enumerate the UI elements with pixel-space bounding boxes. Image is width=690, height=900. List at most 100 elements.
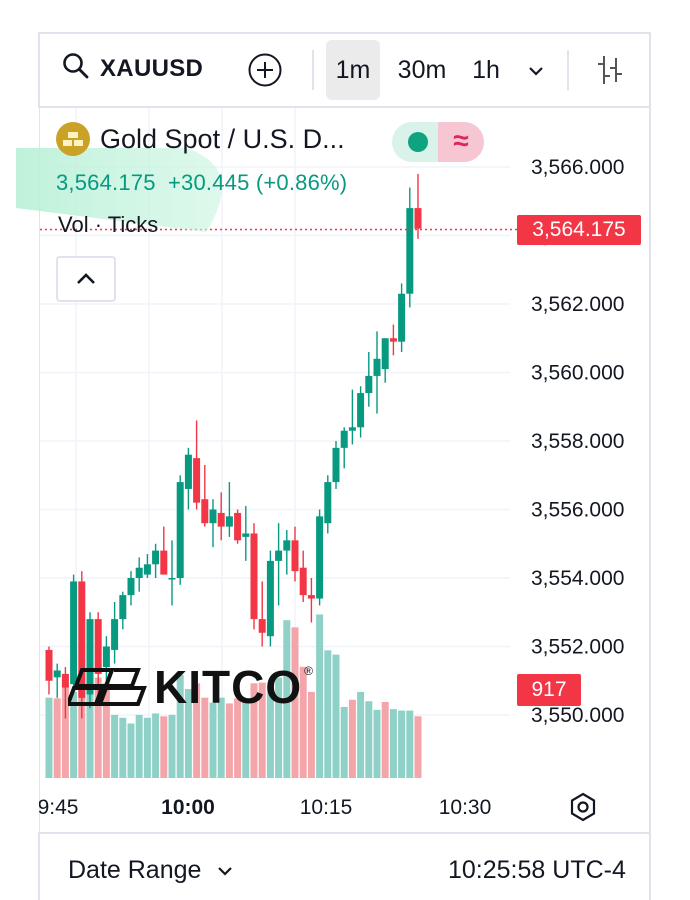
price-axis-label: 3,562.000	[531, 293, 624, 316]
volume-bar	[324, 650, 332, 778]
candle-body	[381, 338, 389, 370]
candle-body	[86, 619, 94, 695]
price-axis-label: 3,556.000	[531, 499, 624, 522]
time-axis-label: 9:45	[38, 796, 79, 819]
timeframe-30m[interactable]: 30m	[397, 56, 447, 84]
volume-bar	[365, 701, 373, 778]
symbol-label: XAUUSD	[100, 54, 204, 82]
candle-body	[45, 649, 53, 681]
volume-bar	[143, 717, 151, 778]
candle-body	[209, 509, 217, 524]
time-axis-label: 10:15	[300, 796, 353, 819]
candle-body	[291, 540, 299, 572]
volume-bar	[135, 714, 143, 778]
volume-bar	[316, 614, 324, 778]
price-axis-label: 3,566.000	[531, 156, 624, 179]
add-symbol-button[interactable]	[248, 53, 282, 87]
volume-bar	[184, 689, 192, 778]
volume-bar	[152, 713, 160, 778]
chart-style-icon	[598, 56, 622, 84]
footer-divider	[40, 832, 649, 834]
volume-bar	[168, 714, 176, 778]
toolbar-divider	[40, 106, 649, 108]
volume-bar	[258, 682, 266, 778]
candle-body	[299, 567, 307, 596]
volume-bar	[234, 698, 242, 778]
candle-body	[250, 533, 258, 620]
chevron-down-icon	[529, 67, 543, 76]
chart-settings-button[interactable]	[568, 792, 598, 827]
volume-bar	[61, 687, 69, 778]
volume-bar	[389, 709, 397, 778]
date-range-selector[interactable]: Date Range	[68, 856, 233, 885]
kitco-wordmark: KITCO	[154, 661, 303, 713]
market-status-toggle[interactable]: ≈	[392, 122, 484, 162]
last-price-label: 3,564.175	[517, 215, 641, 245]
volume-bar	[102, 683, 110, 778]
volume-bar	[193, 683, 201, 778]
candle-body	[357, 393, 365, 428]
kitco-watermark: KITCO ®	[68, 660, 313, 714]
volume-bar	[127, 723, 135, 778]
candle-body	[119, 595, 127, 620]
volume-bar	[176, 674, 184, 778]
volume-bar	[160, 716, 168, 778]
volume-bar	[414, 716, 422, 778]
candle-body	[332, 447, 340, 483]
settings-icon	[570, 792, 596, 822]
instrument-title[interactable]: Gold Spot / U.S. D...	[100, 123, 345, 154]
collapse-up-icon	[77, 273, 95, 284]
candle-body	[234, 512, 242, 541]
candle-body	[61, 673, 69, 688]
candle-body	[78, 581, 86, 698]
price-axis-label: 3,554.000	[531, 567, 624, 590]
symbol-search[interactable]: XAUUSD	[62, 52, 203, 85]
candle-body	[160, 550, 168, 575]
volume-bar	[86, 677, 94, 778]
timeframe-dropdown-button[interactable]	[527, 64, 545, 82]
candle-body	[414, 208, 422, 229]
time-axis-label: 10:30	[439, 796, 492, 819]
volume-bar	[373, 709, 381, 778]
candle-body	[340, 430, 348, 448]
candle-body	[365, 375, 373, 394]
candle-body	[217, 512, 225, 527]
timeframe-1h[interactable]: 1h	[472, 56, 500, 84]
collapse-legend-button[interactable]	[56, 256, 116, 302]
candle-body	[168, 578, 176, 580]
timeframe-1m[interactable]: 1m	[326, 40, 380, 100]
chart-style-button[interactable]	[595, 54, 625, 91]
candle-body	[53, 670, 61, 678]
candle-body	[94, 619, 102, 674]
candle-body	[373, 358, 381, 376]
candle-body	[266, 560, 274, 637]
volume-bar	[225, 703, 233, 778]
volume-bar	[78, 681, 86, 778]
time-axis-label: 10:00	[161, 796, 215, 819]
volume-bar	[291, 627, 299, 778]
volume-bar	[53, 698, 61, 778]
gold-bar-icon	[56, 122, 90, 156]
candle-body	[135, 567, 143, 578]
volume-bar	[299, 666, 307, 778]
volume-bar	[201, 697, 209, 778]
candle-body	[348, 427, 356, 431]
volume-bar	[111, 714, 119, 778]
candle-body	[193, 458, 201, 503]
volume-bar	[275, 677, 283, 778]
candle-body	[102, 646, 110, 668]
clock-display: 10:25:58 UTC-4	[448, 856, 626, 884]
add-symbol-icon	[248, 53, 282, 87]
candle-body	[316, 516, 324, 599]
legend-change: +30.445 (+0.86%)	[168, 170, 348, 195]
candle-body	[389, 338, 397, 342]
toolbar-separator	[567, 50, 569, 90]
search-icon	[62, 52, 90, 85]
market-status-dot-icon	[408, 132, 428, 152]
volume-bar	[406, 710, 414, 778]
volume-legend[interactable]: Vol · Ticks	[58, 212, 159, 237]
date-range-label: Date Range	[68, 856, 202, 884]
price-axis-label: 3,558.000	[531, 430, 624, 453]
candle-body	[143, 564, 151, 575]
